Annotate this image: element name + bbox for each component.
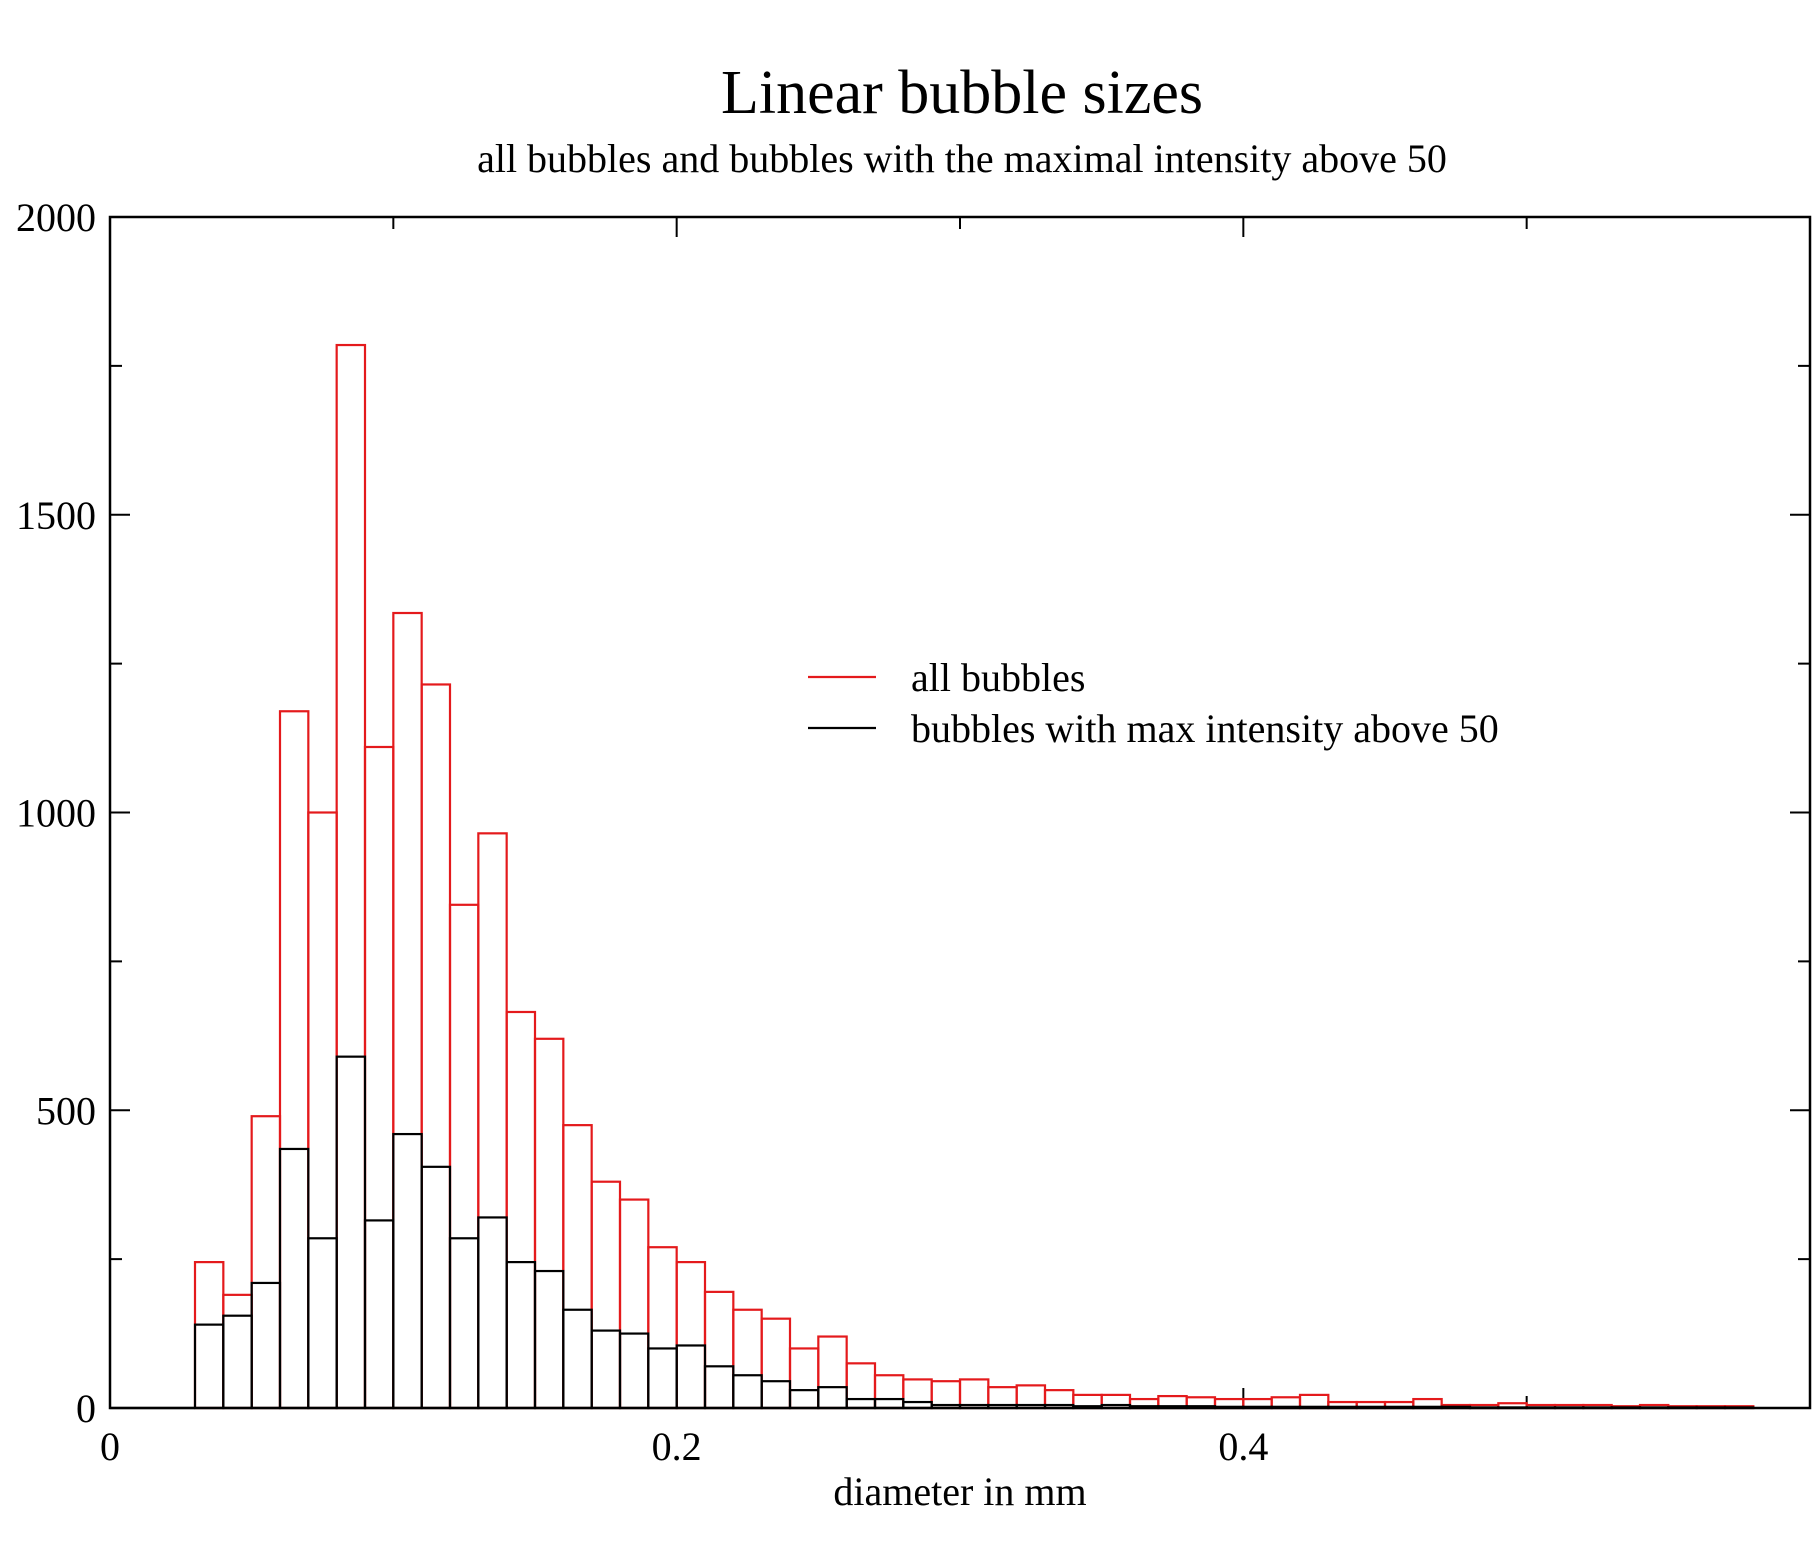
histogram-bar [675, 1261, 707, 1410]
histogram-bar [788, 1347, 820, 1410]
histogram-bar [363, 745, 395, 1410]
histogram-bar [873, 1397, 905, 1410]
tick-labels: 0 0.2 0.4 0 500 1000 1500 2000 [16, 195, 1268, 1469]
histogram-bar [958, 1378, 990, 1410]
histogram-bar [533, 1037, 565, 1410]
histogram-bar [788, 1389, 820, 1410]
histogram-bar [873, 1374, 905, 1410]
histogram-bar [732, 1374, 763, 1410]
histogram-bar [760, 1317, 792, 1410]
histogram-bar [363, 1219, 395, 1410]
y-tick-label: 0 [76, 1386, 96, 1431]
chart-title: Linear bubble sizes [721, 59, 1203, 127]
y-tick-label: 1500 [16, 493, 96, 538]
histogram-bar [533, 1269, 565, 1410]
histogram-bar [562, 1308, 593, 1410]
histogram-bar [392, 1132, 423, 1410]
histogram-bar [562, 1124, 593, 1410]
histogram-bar [335, 1055, 367, 1410]
histogram-bar [278, 710, 310, 1410]
histogram-bar [222, 1293, 253, 1410]
histogram-bar [420, 683, 452, 1410]
histogram-bar [618, 1198, 650, 1410]
histogram-bar [250, 1115, 282, 1410]
histogram-bar [703, 1290, 735, 1410]
legend-label: bubbles with max intensity above 50 [911, 706, 1499, 751]
y-tick-label: 2000 [16, 195, 96, 240]
chart-subtitle: all bubbles and bubbles with the maximal… [477, 136, 1447, 181]
histogram-bar [477, 1216, 508, 1410]
histogram-bar [590, 1329, 622, 1410]
histogram-bar [505, 1010, 537, 1410]
x-tick-label: 0.2 [652, 1424, 702, 1469]
histogram-bar [732, 1308, 763, 1410]
histogram-bar [817, 1335, 848, 1410]
histogram-bar [335, 343, 367, 1410]
histogram-bar [448, 1237, 480, 1410]
histogram-bar [647, 1347, 678, 1410]
histogram-bar [307, 1237, 338, 1410]
histogram-bar [278, 1147, 310, 1410]
series-max-intensity-above-50 [193, 1055, 1755, 1410]
histogram-bar [760, 1380, 792, 1410]
histogram-bar [250, 1281, 282, 1410]
legend-label: all bubbles [911, 655, 1085, 700]
histogram-bar [392, 611, 423, 1410]
histogram-bar [703, 1365, 735, 1410]
histogram-bar [590, 1180, 622, 1410]
histogram-bar [647, 1246, 678, 1410]
histogram-bar [307, 811, 338, 1410]
histogram-bar [675, 1344, 707, 1410]
x-tick-label: 0 [100, 1424, 120, 1469]
histogram-bar [845, 1397, 877, 1410]
histogram-bar [222, 1314, 253, 1410]
series-all-bubbles [193, 343, 1755, 1410]
histogram-bar [902, 1378, 933, 1410]
histogram-bar [845, 1362, 877, 1410]
histogram-series [110, 343, 1755, 1410]
histogram-bar [505, 1261, 537, 1410]
x-tick-label: 0.4 [1218, 1424, 1268, 1469]
x-axis-label: diameter in mm [833, 1469, 1086, 1514]
histogram-bar [193, 1261, 225, 1410]
histogram-bar [477, 832, 508, 1410]
y-tick-label: 1000 [16, 791, 96, 836]
histogram-bar [817, 1386, 848, 1410]
plot-frame [108, 215, 1812, 1410]
legend: all bubbles bubbles with max intensity ab… [808, 655, 1499, 751]
y-tick-label: 500 [36, 1088, 96, 1133]
histogram-bar [420, 1165, 452, 1410]
histogram-bar [448, 903, 480, 1410]
histogram-bar [618, 1332, 650, 1410]
histogram-bar [193, 1323, 225, 1410]
